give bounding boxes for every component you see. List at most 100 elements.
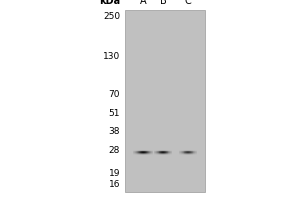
Bar bbox=[138, 152, 139, 153]
Bar bbox=[148, 154, 149, 155]
Bar bbox=[169, 152, 170, 153]
Bar bbox=[182, 152, 183, 153]
Bar bbox=[134, 152, 135, 153]
Bar bbox=[166, 151, 167, 152]
Bar bbox=[147, 151, 148, 152]
Bar bbox=[195, 152, 196, 153]
Bar bbox=[181, 154, 182, 155]
Bar bbox=[187, 152, 188, 153]
Bar bbox=[138, 153, 139, 154]
Bar bbox=[167, 154, 168, 155]
Bar bbox=[142, 152, 143, 153]
Bar bbox=[167, 152, 168, 153]
Bar bbox=[137, 152, 138, 153]
Bar bbox=[146, 153, 147, 154]
Bar bbox=[145, 150, 146, 151]
Bar bbox=[189, 150, 190, 151]
Bar bbox=[187, 154, 188, 155]
Bar bbox=[135, 151, 136, 152]
Bar bbox=[137, 154, 138, 155]
Bar bbox=[137, 153, 138, 154]
Bar bbox=[159, 152, 160, 153]
Bar bbox=[164, 152, 165, 153]
Bar bbox=[188, 150, 189, 151]
Bar bbox=[158, 152, 159, 153]
Bar bbox=[160, 153, 161, 154]
Bar bbox=[193, 150, 194, 151]
Bar bbox=[194, 152, 195, 153]
Bar bbox=[164, 154, 165, 155]
Bar bbox=[162, 154, 163, 155]
Bar bbox=[159, 150, 160, 151]
Bar bbox=[190, 152, 191, 153]
Bar bbox=[170, 150, 171, 151]
Bar bbox=[136, 151, 137, 152]
Bar bbox=[184, 153, 185, 154]
Bar bbox=[196, 152, 197, 153]
Bar bbox=[162, 151, 163, 152]
Bar bbox=[195, 151, 196, 152]
Bar bbox=[146, 154, 147, 155]
Bar bbox=[196, 153, 197, 154]
Bar bbox=[161, 150, 162, 151]
Bar bbox=[156, 152, 157, 153]
Bar bbox=[180, 153, 181, 154]
Bar bbox=[149, 150, 150, 151]
Bar bbox=[170, 153, 171, 154]
Bar bbox=[134, 153, 135, 154]
Bar bbox=[158, 151, 159, 152]
Bar bbox=[147, 152, 148, 153]
Bar bbox=[170, 151, 171, 152]
Bar bbox=[147, 154, 148, 155]
Bar bbox=[164, 153, 165, 154]
Bar bbox=[195, 150, 196, 151]
Bar bbox=[149, 153, 150, 154]
Bar bbox=[151, 151, 152, 152]
Bar bbox=[158, 154, 159, 155]
Bar bbox=[179, 150, 180, 151]
Bar bbox=[163, 150, 164, 151]
Bar bbox=[143, 152, 144, 153]
Text: 70: 70 bbox=[109, 90, 120, 99]
Bar bbox=[162, 150, 163, 151]
Bar bbox=[185, 153, 186, 154]
Bar bbox=[142, 150, 143, 151]
Bar bbox=[136, 152, 137, 153]
Bar bbox=[144, 150, 145, 151]
Bar bbox=[182, 154, 183, 155]
Bar bbox=[133, 151, 134, 152]
Bar bbox=[157, 154, 158, 155]
Bar bbox=[183, 152, 184, 153]
Bar bbox=[160, 154, 161, 155]
Bar bbox=[141, 151, 142, 152]
Bar bbox=[135, 154, 136, 155]
Bar bbox=[144, 154, 145, 155]
Bar bbox=[148, 152, 149, 153]
Bar bbox=[179, 151, 180, 152]
Bar bbox=[155, 154, 156, 155]
Bar bbox=[146, 151, 147, 152]
Bar bbox=[181, 153, 182, 154]
Bar bbox=[155, 150, 156, 151]
Bar bbox=[139, 151, 140, 152]
Bar bbox=[143, 153, 144, 154]
Bar bbox=[193, 154, 194, 155]
Bar bbox=[195, 153, 196, 154]
Bar bbox=[181, 152, 182, 153]
Bar bbox=[139, 150, 140, 151]
Bar bbox=[154, 152, 155, 153]
Bar bbox=[143, 151, 144, 152]
Bar bbox=[190, 150, 191, 151]
Bar bbox=[188, 152, 189, 153]
Bar bbox=[171, 150, 172, 151]
Bar bbox=[166, 150, 167, 151]
Bar bbox=[155, 152, 156, 153]
Bar bbox=[167, 151, 168, 152]
Bar bbox=[185, 152, 186, 153]
Bar bbox=[180, 150, 181, 151]
Bar bbox=[137, 150, 138, 151]
Bar bbox=[192, 153, 193, 154]
Text: 19: 19 bbox=[109, 169, 120, 178]
Bar bbox=[125, 10, 205, 192]
Bar bbox=[160, 150, 161, 151]
